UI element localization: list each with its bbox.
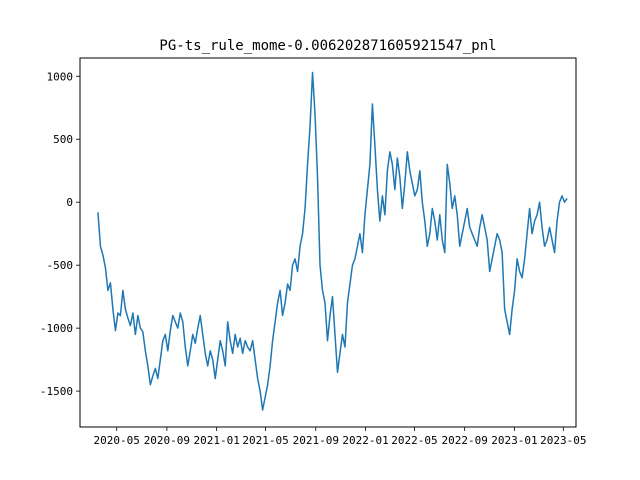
x-tick-label: 2021-09: [293, 434, 339, 447]
x-tick-label: 2022-09: [441, 434, 487, 447]
x-tick-label: 2020-09: [144, 434, 190, 447]
y-axis: -1500 -1000 -500 0 500 1000: [40, 70, 80, 398]
x-tick-label: 2023-01: [491, 434, 537, 447]
x-tick-label: 2021-01: [193, 434, 239, 447]
y-tick-label: 0: [66, 196, 73, 209]
y-tick-label: 500: [53, 133, 73, 146]
series-line-0: [97, 71, 568, 411]
x-tick-label: 2020-05: [94, 434, 140, 447]
x-tick-label: 2022-05: [391, 434, 437, 447]
y-tick-label: -1500: [40, 385, 73, 398]
x-tick-label: 2023-05: [540, 434, 586, 447]
x-axis: 2020-05 2020-09 2021-01 2021-05 2021-09 2022-…: [94, 427, 587, 447]
y-tick-label: -1000: [40, 322, 73, 335]
chart-title: PG-ts_rule_mome-0.006202871605921547_pnl: [159, 38, 496, 54]
series-layer: [97, 71, 568, 411]
x-tick-label: 2021-05: [242, 434, 288, 447]
plot-frame: [79, 57, 577, 428]
y-tick-label: 1000: [47, 70, 74, 83]
x-tick-label: 2022-01: [342, 434, 388, 447]
y-tick-label: -500: [47, 259, 74, 272]
